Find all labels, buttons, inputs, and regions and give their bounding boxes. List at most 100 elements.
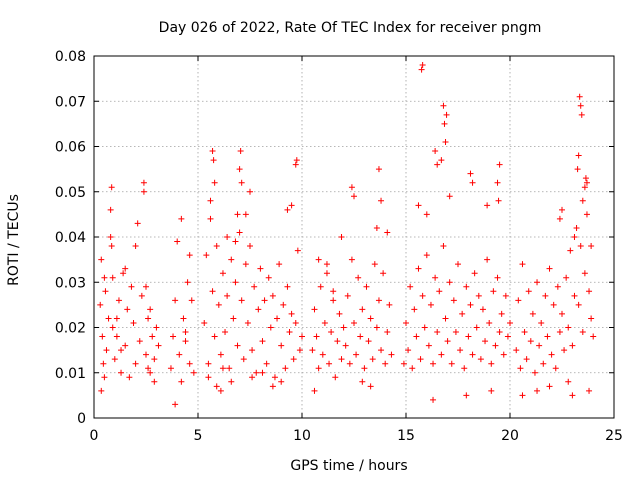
data-point (213, 243, 220, 250)
data-point (228, 378, 235, 385)
data-point (415, 265, 422, 272)
data-point (155, 342, 162, 349)
data-point (292, 161, 299, 168)
data-point (294, 247, 301, 254)
chart-title: Day 026 of 2022, Rate Of TEC Index for r… (159, 20, 542, 36)
data-point (361, 365, 368, 372)
data-point (561, 347, 568, 354)
data-point (351, 193, 357, 200)
data-point (459, 310, 466, 317)
data-point (436, 288, 443, 295)
data-point (588, 315, 595, 322)
data-point (326, 360, 333, 367)
y-tick-label: 0.05 (55, 185, 86, 201)
data-point (346, 360, 353, 367)
data-point (207, 197, 214, 204)
data-point (563, 274, 570, 281)
data-point (147, 369, 154, 376)
y-tick-label: 0 (77, 411, 86, 427)
data-point (126, 374, 133, 381)
y-axis-label: ROTI / TECUs (6, 194, 22, 286)
data-point (583, 211, 590, 218)
data-point (282, 365, 289, 372)
data-point (521, 329, 528, 336)
data-point (143, 283, 149, 290)
data-point (565, 378, 572, 385)
data-points (97, 62, 597, 408)
data-point (269, 292, 276, 299)
y-tick-label: 0.03 (55, 275, 86, 291)
data-point (492, 342, 499, 349)
data-point (323, 261, 330, 268)
data-point (576, 93, 583, 100)
data-point (97, 301, 104, 308)
data-point (299, 333, 305, 340)
data-point (265, 274, 272, 281)
data-point (446, 193, 453, 200)
data-point (108, 184, 115, 191)
data-point (467, 170, 474, 177)
data-point (446, 279, 453, 286)
data-point (405, 347, 412, 354)
data-point (136, 338, 143, 345)
data-point (98, 256, 105, 263)
data-point (100, 360, 107, 367)
data-point (359, 378, 366, 385)
data-point (400, 360, 407, 367)
data-point (388, 351, 395, 358)
data-point (461, 365, 468, 372)
data-point (140, 188, 147, 195)
data-point (375, 166, 382, 173)
data-point (384, 229, 391, 236)
data-point (290, 356, 297, 363)
data-point (415, 202, 422, 209)
data-point (418, 66, 425, 73)
data-point (332, 374, 339, 381)
data-point (209, 148, 216, 155)
data-point (151, 378, 158, 385)
data-point (140, 179, 147, 186)
data-point (351, 319, 357, 326)
data-point (251, 283, 258, 290)
data-point (490, 288, 497, 295)
data-point (219, 365, 226, 372)
data-point (465, 333, 472, 340)
data-point (151, 356, 158, 363)
data-point (328, 329, 335, 336)
data-point (469, 351, 476, 358)
data-point (263, 360, 270, 367)
data-point (230, 315, 237, 322)
data-point (213, 383, 220, 390)
data-point (203, 252, 210, 259)
data-point (172, 297, 179, 304)
data-point (500, 351, 507, 358)
data-point (232, 279, 239, 286)
data-point (224, 292, 231, 299)
data-point (288, 310, 295, 317)
data-point (486, 319, 493, 326)
data-point (242, 211, 249, 218)
data-point (236, 229, 243, 236)
data-point (544, 333, 551, 340)
data-point (457, 347, 464, 354)
data-point (463, 283, 470, 290)
data-point (178, 215, 185, 222)
data-point (217, 351, 224, 358)
data-point (590, 333, 597, 340)
data-point (247, 188, 253, 195)
data-point (507, 319, 513, 326)
data-point (371, 261, 378, 268)
data-point (147, 306, 154, 313)
data-point (334, 338, 341, 345)
data-point (455, 261, 461, 268)
data-point (134, 220, 141, 227)
data-point (108, 243, 115, 250)
data-point (348, 256, 355, 263)
data-point (315, 256, 322, 263)
data-point (109, 274, 116, 281)
data-point (190, 369, 197, 376)
data-point (353, 351, 360, 358)
data-point (228, 256, 235, 263)
data-point (378, 197, 385, 204)
data-point (571, 234, 578, 240)
